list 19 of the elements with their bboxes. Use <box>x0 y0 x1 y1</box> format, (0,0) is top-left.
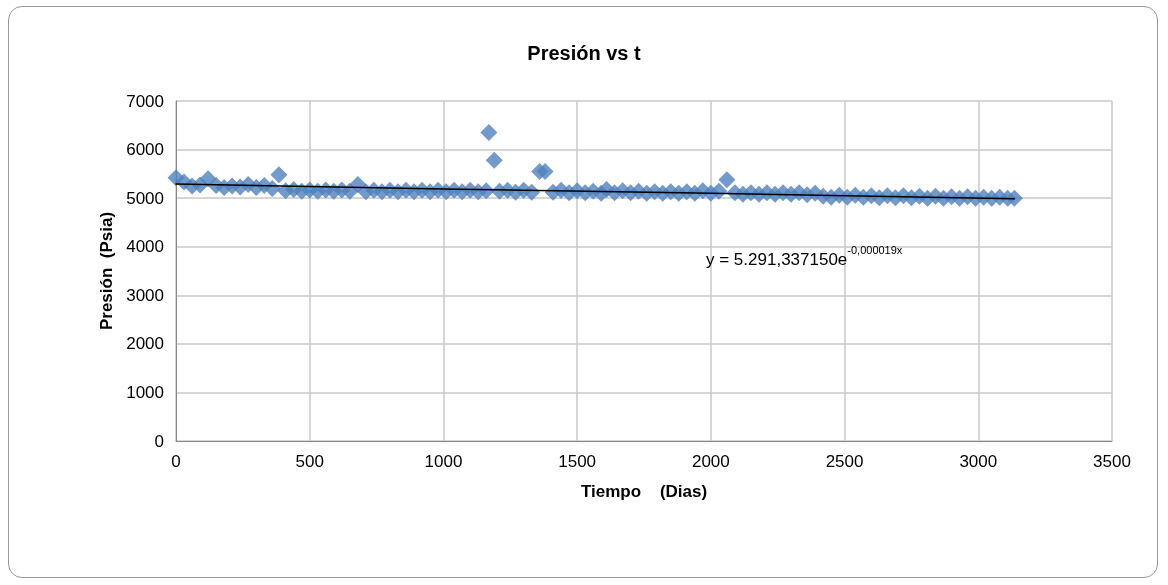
x-tick-label: 3500 <box>1093 452 1131 471</box>
y-axis-title: Presión (Psia) <box>97 211 117 331</box>
y-tick-label: 6000 <box>126 140 164 160</box>
x-axis-title: Tiempo (Dias) <box>580 482 708 501</box>
y-tick-label: 4000 <box>126 237 164 257</box>
x-tick-label: 500 <box>295 452 324 471</box>
x-tick-label: 1000 <box>424 452 463 471</box>
x-tick-label: 2500 <box>825 452 864 471</box>
y-tick-label: 3000 <box>126 285 164 305</box>
x-tick-label: 1500 <box>558 452 597 471</box>
x-tick-label: 3000 <box>959 452 998 471</box>
x-tick-label: 2000 <box>691 452 730 471</box>
y-tick-label: 1000 <box>126 382 164 402</box>
y-tick-label: 5000 <box>126 188 164 208</box>
chart-title: Presión vs t <box>527 42 642 64</box>
x-tick-label: 0 <box>171 452 181 471</box>
y-tick-label: 7000 <box>126 91 164 111</box>
y-tick-label: 2000 <box>126 334 164 354</box>
y-tick-label: 0 <box>154 431 164 451</box>
